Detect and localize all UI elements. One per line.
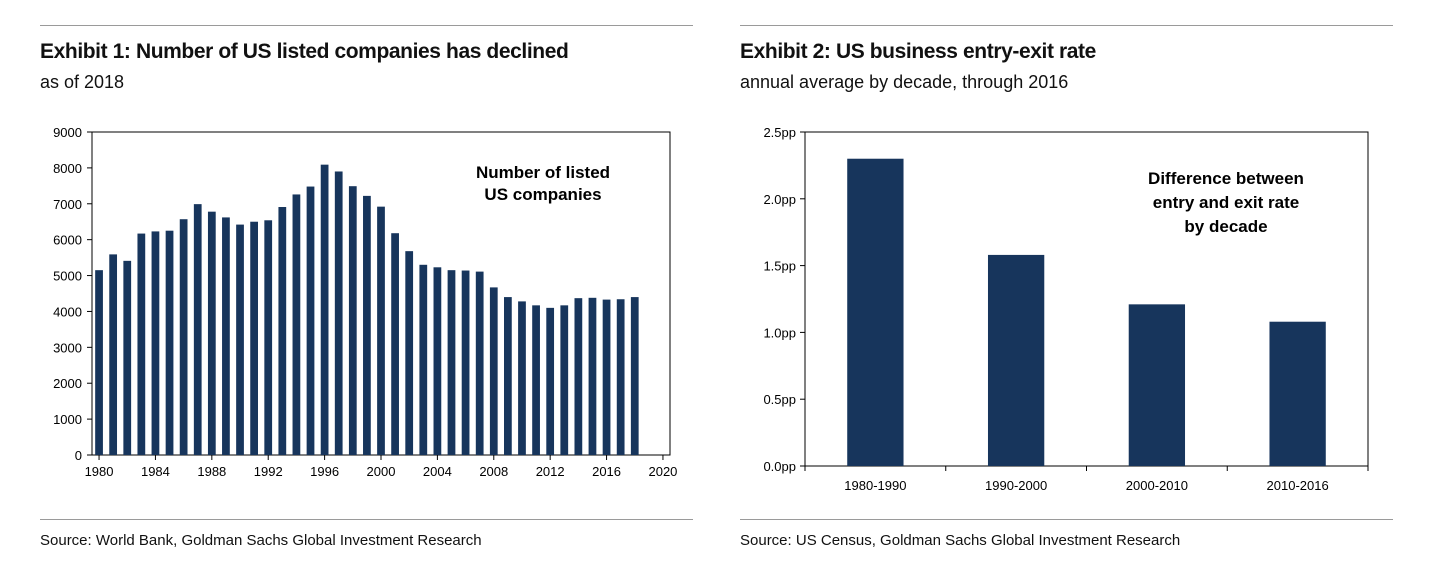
bar xyxy=(151,231,160,455)
x-tick-label: 2008 xyxy=(479,464,508,479)
chart-annotation: Number of listed xyxy=(476,163,610,182)
y-tick-label: 2.5pp xyxy=(763,125,796,140)
bar xyxy=(222,217,230,455)
bar xyxy=(278,207,287,455)
bar xyxy=(250,221,258,455)
x-tick-label: 1988 xyxy=(197,464,226,479)
exhibit-title: Exhibit 2: US business entry-exit rate xyxy=(740,40,1096,63)
x-tick-label: 1992 xyxy=(254,464,283,479)
y-tick-label: 9000 xyxy=(53,125,82,140)
y-tick-label: 8000 xyxy=(53,161,82,176)
y-tick-label: 0.0pp xyxy=(763,459,796,474)
chart-annotation: by decade xyxy=(1184,217,1267,236)
y-tick-label: 6000 xyxy=(53,233,82,248)
y-tick-label: 1000 xyxy=(53,412,82,427)
source-note: Source: World Bank, Goldman Sachs Global… xyxy=(40,532,482,549)
y-tick-label: 7000 xyxy=(53,197,82,212)
x-tick-label: 1980 xyxy=(85,464,114,479)
bar xyxy=(602,299,611,455)
exhibit-2-panel: Exhibit 2: US business entry-exit rate a… xyxy=(740,0,1393,568)
chart-annotation: Difference between xyxy=(1148,169,1304,188)
y-tick-label: 1.5pp xyxy=(763,259,796,274)
bar xyxy=(560,305,569,455)
bar xyxy=(179,219,188,455)
bar xyxy=(588,297,597,455)
bar xyxy=(137,233,146,455)
bar xyxy=(292,194,301,456)
bar xyxy=(306,186,315,455)
bar xyxy=(574,298,583,455)
x-tick-label: 1990-2000 xyxy=(985,478,1047,493)
bar xyxy=(207,211,216,455)
source-note: Source: US Census, Goldman Sachs Global … xyxy=(740,532,1181,549)
bar xyxy=(165,230,174,455)
listed-companies-chart: 0 1000 2000 3000 4000 5000 6000 7000 8000 9000 198… xyxy=(53,125,677,479)
entry-exit-rate-chart: 0.0pp 0.5pp 1.0pp 1.5pp 2.0pp 2.5pp 1980-1990 1… xyxy=(763,125,1369,493)
x-tick-label: 1996 xyxy=(310,464,339,479)
y-tick-label: 3000 xyxy=(53,340,82,355)
bar xyxy=(377,206,385,455)
bar xyxy=(546,307,555,455)
bar xyxy=(475,271,484,455)
y-tick-label: 0 xyxy=(75,448,82,463)
bar xyxy=(264,220,273,455)
x-tick-label: 2000-2010 xyxy=(1126,478,1188,493)
bar xyxy=(1269,321,1326,466)
y-tick-label: 4000 xyxy=(53,304,82,319)
bar xyxy=(461,270,470,455)
x-tick-label: 2012 xyxy=(536,464,565,479)
exhibit-title: Exhibit 1: Number of US listed companies… xyxy=(40,40,569,63)
bar xyxy=(987,254,1045,466)
bar xyxy=(433,267,442,455)
bar xyxy=(518,301,526,455)
exhibit-subtitle: annual average by decade, through 2016 xyxy=(740,72,1069,92)
bar xyxy=(616,299,625,455)
x-tick-label: 2020 xyxy=(648,464,677,479)
bar xyxy=(504,297,512,455)
top-rule xyxy=(740,25,1393,26)
bar xyxy=(847,158,904,466)
bar xyxy=(489,287,498,455)
bar xyxy=(419,264,428,455)
bar xyxy=(391,233,399,455)
y-tick-label: 2000 xyxy=(53,376,82,391)
bar xyxy=(630,297,639,455)
bottom-rule xyxy=(40,519,693,520)
bar xyxy=(447,270,456,455)
y-tick-label: 5000 xyxy=(53,269,82,284)
y-tick-label: 1.0pp xyxy=(763,325,796,340)
bar xyxy=(334,171,343,455)
y-tick-label: 2.0pp xyxy=(763,192,796,207)
bar xyxy=(405,251,414,455)
bar xyxy=(123,260,132,455)
bottom-rule xyxy=(740,519,1393,520)
bar xyxy=(320,164,329,456)
bar xyxy=(1128,304,1186,466)
y-tick-label: 0.5pp xyxy=(763,392,796,407)
x-tick-label: 2000 xyxy=(367,464,396,479)
bar xyxy=(95,270,103,455)
bar xyxy=(348,186,357,456)
x-tick-label: 2004 xyxy=(423,464,452,479)
x-tick-label: 2010-2016 xyxy=(1267,478,1329,493)
chart-annotation: US companies xyxy=(484,185,601,204)
top-rule xyxy=(40,25,693,26)
x-tick-label: 1984 xyxy=(141,464,170,479)
x-tick-label: 1980-1990 xyxy=(844,478,906,493)
x-tick-label: 2016 xyxy=(592,464,621,479)
bar xyxy=(193,204,202,455)
bar xyxy=(236,224,244,455)
bar xyxy=(532,305,540,455)
bar xyxy=(109,254,118,455)
chart-annotation: entry and exit rate xyxy=(1153,193,1299,212)
exhibit-1-panel: Exhibit 1: Number of US listed companies… xyxy=(40,0,693,568)
bar xyxy=(363,195,371,456)
exhibit-subtitle: as of 2018 xyxy=(40,72,125,92)
